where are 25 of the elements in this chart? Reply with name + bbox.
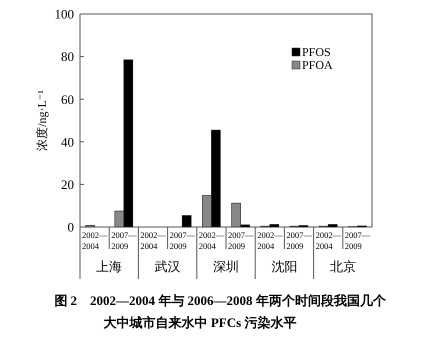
text: 沈阳 — [271, 259, 298, 274]
x-tick-label: 2002—2004 — [198, 230, 225, 251]
caption: 图 2 2002—2004 年与 2006—2008 年两个时间段我国几个大中城市自来水中 PFCs 污染水平 — [54, 293, 387, 330]
x-tick-label: 2002—2004 — [257, 230, 284, 251]
x-tick-label: 2002—2004 — [316, 230, 342, 251]
text: 上海 — [96, 259, 122, 274]
y-tick-label: 0 — [68, 220, 74, 235]
y-tick-label: 100 — [54, 6, 74, 22]
y-axis-title: 浓度/ng·L⁻¹ — [35, 90, 49, 151]
text: 武汉 — [154, 259, 181, 274]
x-tick-label: 2007—2009 — [111, 230, 138, 251]
x-tick-label: 2007—2009 — [228, 230, 254, 251]
x-tick-label: 2002—2004 — [82, 230, 108, 251]
x-tick-label: 2007—2009 — [344, 230, 371, 251]
y-tick-label: 60 — [61, 92, 74, 107]
y-tick-label: 40 — [61, 134, 74, 150]
legend-label: PFOS — [302, 45, 331, 59]
x-tick-label: 2007—2009 — [170, 230, 196, 251]
y-tick-label: 20 — [61, 176, 74, 192]
x-tick-label: 2002—2004 — [140, 230, 166, 251]
legend-label: PFOA — [302, 58, 334, 72]
x-tick-label: 2007—2009 — [286, 230, 312, 251]
y-tick-label: 80 — [61, 49, 74, 64]
text: 北京 — [330, 259, 356, 274]
text: 深圳 — [213, 259, 239, 274]
